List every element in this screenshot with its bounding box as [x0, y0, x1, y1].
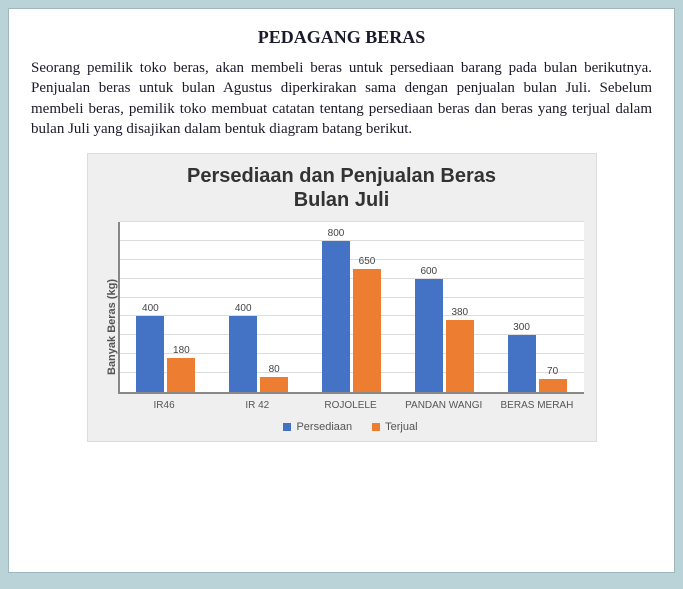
page-title: PEDAGANG BERAS	[31, 27, 652, 48]
intro-paragraph: Seorang pemilik toko beras, akan membeli…	[31, 58, 652, 139]
legend-item: Terjual	[372, 421, 417, 433]
legend-item: Persediaan	[283, 421, 352, 433]
bar: 70	[539, 379, 567, 392]
bar-value-label: 800	[328, 228, 345, 239]
bar: 650	[353, 269, 381, 392]
chart-body: Banyak Beras (kg) 4001804008080065060038…	[100, 222, 584, 433]
bar-value-label: 70	[547, 366, 558, 377]
chart-title-line1: Persediaan dan Penjualan Beras	[187, 165, 496, 187]
bar-value-label: 400	[142, 303, 159, 314]
plot-area: 4001804008080065060038030070	[118, 222, 584, 394]
legend-label: Persediaan	[296, 421, 352, 433]
bar-value-label: 600	[420, 266, 437, 277]
chart-title-line2: Bulan Juli	[294, 189, 390, 211]
bar: 800	[322, 241, 350, 392]
y-axis-label: Banyak Beras (kg)	[100, 222, 118, 433]
x-axis-label: ROJOLELE	[304, 400, 397, 411]
bar: 300	[508, 335, 536, 392]
bar-group: 30070	[491, 222, 584, 392]
legend: Persediaan Terjual	[118, 421, 584, 433]
bar: 80	[260, 377, 288, 392]
x-axis-labels: IR46IR 42ROJOLELEPANDAN WANGIBERAS MERAH	[118, 400, 584, 411]
bar-value-label: 300	[513, 322, 530, 333]
bar-group: 800650	[305, 222, 398, 392]
legend-label: Terjual	[385, 421, 417, 433]
bar: 400	[229, 316, 257, 392]
x-axis-label: IR 42	[211, 400, 304, 411]
bar-value-label: 80	[269, 364, 280, 375]
bar-value-label: 380	[451, 307, 468, 318]
bar-group: 600380	[398, 222, 491, 392]
chart-container: Persediaan dan Penjualan Beras Bulan Jul…	[87, 153, 597, 442]
document-card: PEDAGANG BERAS Seorang pemilik toko bera…	[8, 8, 675, 573]
x-axis-label: BERAS MERAH	[490, 400, 583, 411]
bar-value-label: 650	[359, 256, 376, 267]
bar-group: 40080	[212, 222, 305, 392]
legend-swatch	[372, 423, 380, 431]
x-axis-label: IR46	[118, 400, 211, 411]
bar: 600	[415, 279, 443, 392]
bar-group: 400180	[120, 222, 213, 392]
bar-groups: 4001804008080065060038030070	[120, 222, 584, 392]
bar: 380	[446, 320, 474, 392]
x-axis-label: PANDAN WANGI	[397, 400, 490, 411]
chart-title: Persediaan dan Penjualan Beras Bulan Jul…	[100, 164, 584, 212]
bar: 180	[167, 358, 195, 392]
plot-column: 4001804008080065060038030070 IR46IR 42RO…	[118, 222, 584, 433]
bar: 400	[136, 316, 164, 392]
bar-value-label: 400	[235, 303, 252, 314]
bar-value-label: 180	[173, 345, 190, 356]
legend-swatch	[283, 423, 291, 431]
